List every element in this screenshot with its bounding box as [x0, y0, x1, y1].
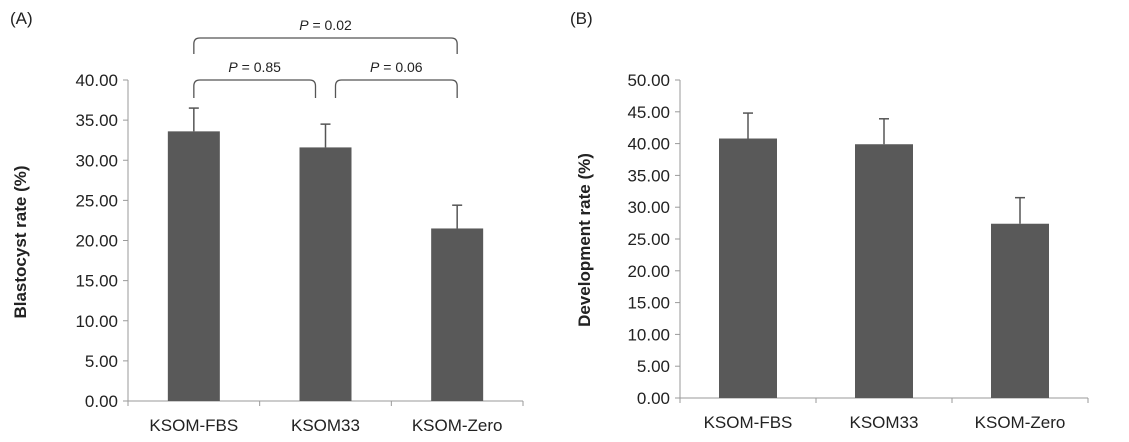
- y-tick-label: 15.00: [75, 272, 118, 291]
- y-tick-label: 25.00: [75, 191, 118, 210]
- y-tick-label: 15.00: [627, 294, 670, 313]
- significance-bracket: [193, 37, 458, 54]
- p-value-label: P = 0.85: [228, 59, 281, 75]
- y-tick-label: 30.00: [75, 151, 118, 170]
- panel-a-label: (A): [10, 9, 33, 28]
- panel-b-chart: (B) 0.00 5.00 10.00 15.00 20.00 25.00 30.00 35.…: [570, 9, 1089, 432]
- bar-ksom33: [855, 144, 913, 398]
- p-value-label: P = 0.02: [299, 17, 352, 33]
- significance-bracket: [334, 79, 458, 98]
- bar-ksom-fbs: [719, 138, 777, 398]
- y-tick-label: 25.00: [627, 230, 670, 249]
- y-tick-label: 20.00: [627, 262, 670, 281]
- p-value-label: P = 0.06: [370, 59, 423, 75]
- y-tick-label: 0.00: [637, 389, 670, 408]
- y-axis-title: Blastocyst rate (%): [11, 165, 30, 318]
- y-tick-label: 30.00: [627, 198, 670, 217]
- y-tick-label: 0.00: [85, 392, 118, 411]
- y-tick-label: 50.00: [627, 71, 670, 90]
- panel-a-chart: (A) 0.00 5.00 10.00 15.00 20.00 25.00 30.00 35.…: [10, 9, 524, 435]
- x-category-label: KSOM33: [291, 416, 360, 435]
- y-tick-label: 20.00: [75, 232, 118, 251]
- bar-ksom-zero: [431, 228, 484, 401]
- x-category-label: KSOM33: [850, 413, 919, 432]
- y-tick-label: 10.00: [627, 325, 670, 344]
- y-tick-label: 5.00: [85, 352, 118, 371]
- bar-ksom33: [299, 147, 352, 401]
- y-tick-label: 35.00: [75, 111, 118, 130]
- y-tick-label: 45.00: [627, 103, 670, 122]
- y-axis-title: Development rate (%): [575, 153, 594, 327]
- x-category-label: KSOM-Zero: [412, 416, 503, 435]
- bar-ksom-fbs: [167, 131, 220, 402]
- bar-ksom-zero: [991, 223, 1049, 398]
- y-tick-label: 5.00: [637, 357, 670, 376]
- x-category-label: KSOM-FBS: [704, 413, 793, 432]
- significance-bracket: [193, 79, 317, 98]
- x-category-label: KSOM-Zero: [975, 413, 1066, 432]
- y-tick-label: 10.00: [75, 312, 118, 331]
- y-tick-label: 35.00: [627, 166, 670, 185]
- panel-b-label: (B): [570, 9, 593, 28]
- x-category-label: KSOM-FBS: [149, 416, 238, 435]
- y-tick-label: 40.00: [75, 71, 118, 90]
- y-tick-label: 40.00: [627, 135, 670, 154]
